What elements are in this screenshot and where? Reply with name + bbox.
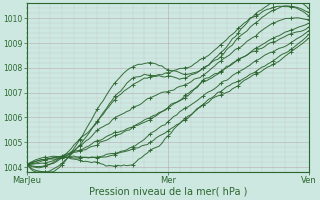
X-axis label: Pression niveau de la mer( hPa ): Pression niveau de la mer( hPa ) xyxy=(89,187,247,197)
